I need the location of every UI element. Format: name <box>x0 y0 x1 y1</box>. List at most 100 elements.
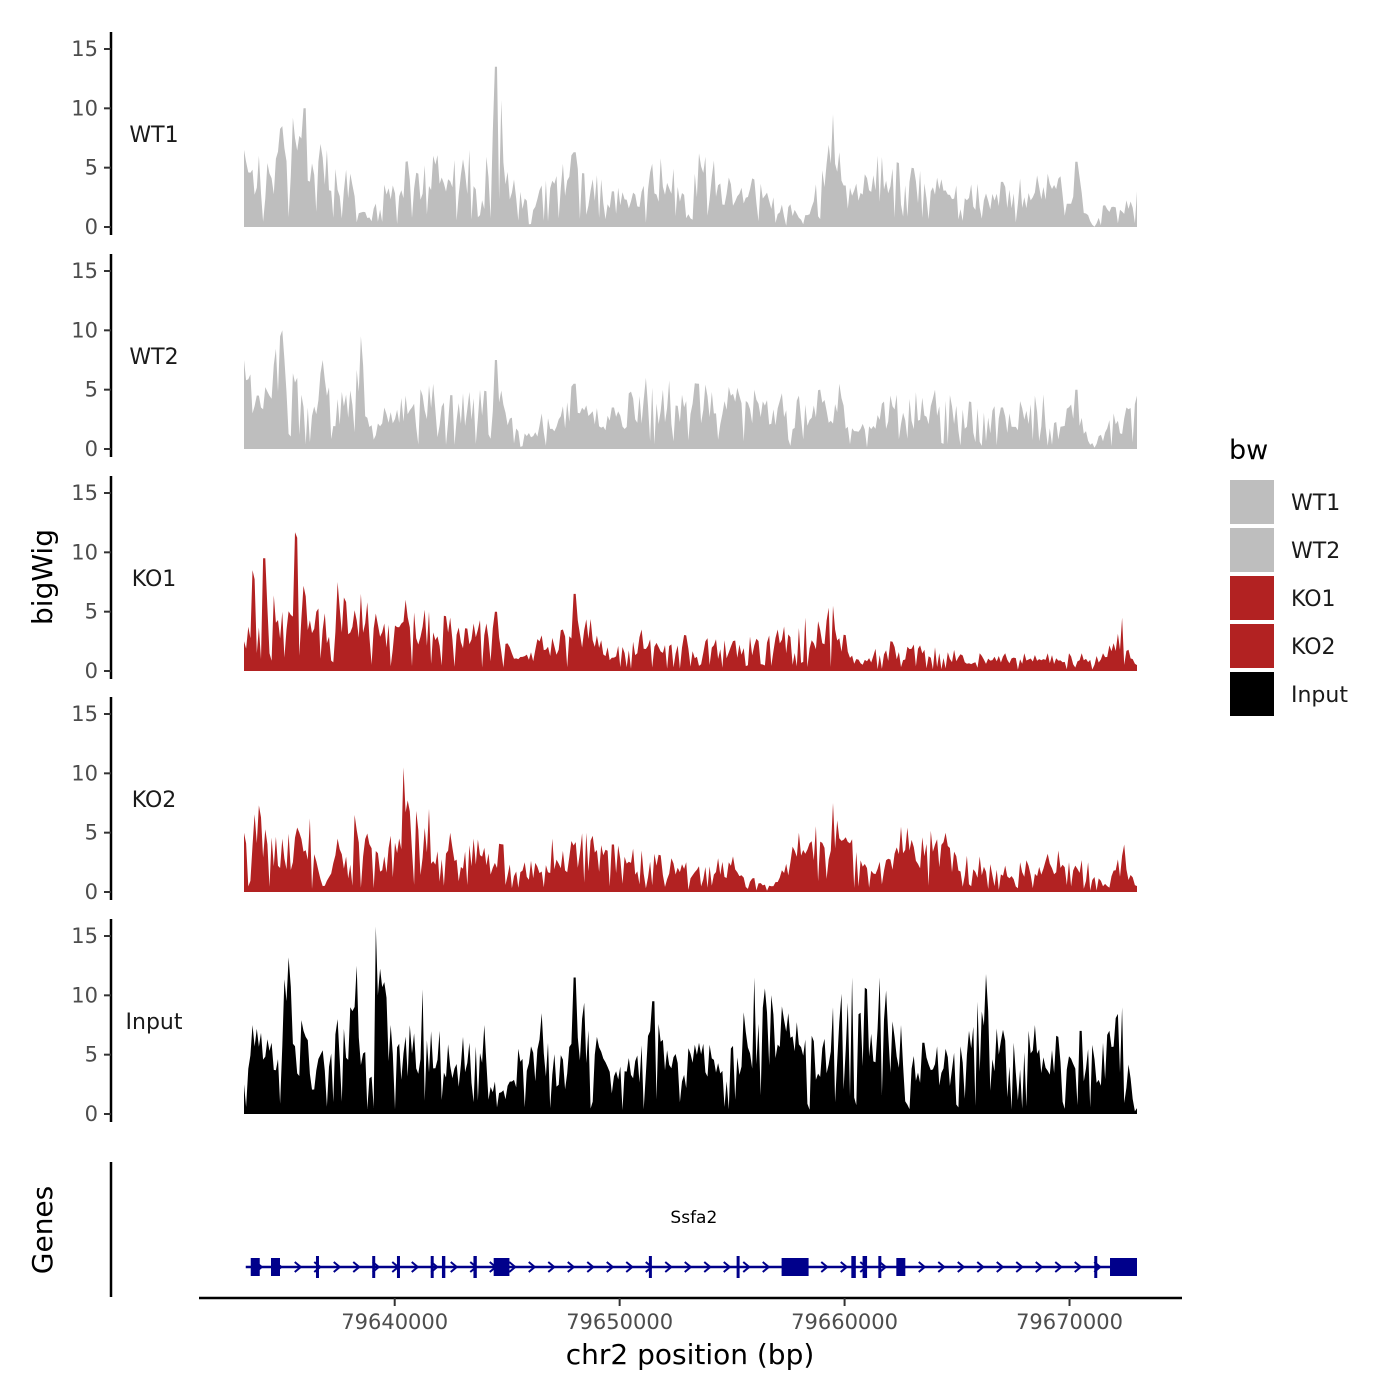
strand-arrow <box>976 1261 985 1273</box>
strand-arrow <box>937 1261 946 1273</box>
x-axis-ticks: 79640000 79650000 79660000 79670000 <box>341 1298 1123 1334</box>
legend-entry-ko2: KO2 <box>1228 622 1336 670</box>
track-label: KO1 <box>132 567 177 592</box>
x-axis-title: chr2 position (bp) <box>566 1338 815 1371</box>
strand-arrow <box>996 1261 1005 1273</box>
strand-arrow <box>586 1261 595 1273</box>
legend-entry-ko1: KO1 <box>1228 574 1336 622</box>
y-tick-label: 10 <box>71 318 98 342</box>
strand-arrow <box>508 1261 517 1273</box>
legend-entry-wt1: WT1 <box>1228 478 1340 526</box>
exon <box>781 1258 809 1276</box>
y-tick-label: 5 <box>85 600 98 624</box>
strand-arrow <box>840 1261 849 1273</box>
strand-arrow <box>411 1261 420 1273</box>
track-label: WT2 <box>129 345 178 370</box>
gene-track: Genes Ssfa2 <box>26 1162 1137 1297</box>
strand-arrow <box>664 1261 673 1273</box>
exon <box>878 1256 882 1278</box>
legend-swatch <box>1228 478 1276 526</box>
coverage-area-ko2 <box>244 767 1137 892</box>
y-tick-label: 10 <box>71 96 98 120</box>
legend-label: KO2 <box>1291 635 1336 660</box>
exon <box>493 1258 510 1276</box>
legend-entry-wt2: WT2 <box>1228 526 1340 574</box>
y-tick-label: 0 <box>85 1102 98 1126</box>
strand-arrow <box>742 1261 751 1273</box>
y-tick-label: 0 <box>85 659 98 683</box>
coverage-area-wt1 <box>244 66 1137 227</box>
y-tick-label: 5 <box>85 821 98 845</box>
strand-arrow <box>528 1261 537 1273</box>
y-tick-label: 0 <box>85 215 98 239</box>
legend-swatch <box>1228 670 1276 718</box>
legend-swatch <box>1228 574 1276 622</box>
track-wt2: 0 5 10 15 WT2 <box>71 254 1137 461</box>
legend-entries: WT1 WT2 KO1 KO2 Input <box>1228 478 1348 718</box>
coverage-tracks: 0 5 10 15 WT1 0 5 10 15 WT2 0 5 10 15 KO1 0 5 10 15 KO2 0 5 10… <box>71 32 1137 1126</box>
exon <box>648 1256 652 1278</box>
exon <box>430 1256 434 1278</box>
gene-label: Ssfa2 <box>670 1208 717 1228</box>
y-tick-label: 0 <box>85 437 98 461</box>
exon <box>1110 1258 1137 1276</box>
strand-arrow <box>450 1261 459 1273</box>
track-label: WT1 <box>129 123 178 148</box>
x-tick-label: 79650000 <box>566 1310 673 1334</box>
exon <box>270 1258 280 1276</box>
coverage-area-ko1 <box>244 532 1137 671</box>
strand-arrow <box>352 1261 361 1273</box>
exon <box>851 1256 856 1278</box>
exon <box>896 1258 906 1276</box>
legend-label: WT2 <box>1291 539 1340 564</box>
exon <box>736 1256 740 1278</box>
exon <box>862 1256 868 1278</box>
x-tick-label: 79660000 <box>791 1310 898 1334</box>
exon <box>473 1256 477 1278</box>
y-tick-label: 5 <box>85 156 98 180</box>
y-tick-label: 15 <box>71 702 98 726</box>
x-tick-label: 79640000 <box>341 1310 448 1334</box>
strand-arrow <box>1054 1261 1063 1273</box>
y-tick-label: 10 <box>71 540 98 564</box>
coverage-area-input <box>244 926 1137 1114</box>
x-tick-label: 79670000 <box>1016 1310 1123 1334</box>
strand-arrow <box>918 1261 927 1273</box>
gene-model: Ssfa2 <box>245 1208 1137 1278</box>
track-label: Input <box>126 1010 183 1035</box>
exon <box>1094 1256 1098 1278</box>
y-tick-label: 15 <box>71 259 98 283</box>
strand-arrow <box>879 1261 888 1273</box>
gene-track-title: Genes <box>26 1186 59 1274</box>
y-tick-label: 10 <box>71 983 98 1007</box>
legend-label: KO1 <box>1291 587 1336 612</box>
y-tick-label: 15 <box>71 924 98 948</box>
y-tick-label: 15 <box>71 481 98 505</box>
y-axis-title: bigWig <box>26 529 59 625</box>
strand-arrow <box>294 1261 303 1273</box>
exon <box>396 1256 400 1278</box>
y-tick-label: 5 <box>85 1043 98 1067</box>
legend-title: bw <box>1229 435 1268 466</box>
exon <box>372 1256 376 1278</box>
legend-label: Input <box>1291 683 1348 708</box>
track-ko2: 0 5 10 15 KO2 <box>71 697 1137 904</box>
strand-arrow <box>625 1261 634 1273</box>
track-wt1: 0 5 10 15 WT1 <box>71 32 1137 239</box>
strand-arrow <box>1035 1261 1044 1273</box>
strand-arrow <box>547 1261 556 1273</box>
track-input: 0 5 10 15 Input <box>71 919 1137 1126</box>
exon <box>250 1258 260 1276</box>
legend-label: WT1 <box>1291 491 1340 516</box>
strand-arrow <box>762 1261 771 1273</box>
exon <box>441 1256 446 1278</box>
strand-arrow <box>820 1261 829 1273</box>
y-tick-label: 5 <box>85 378 98 402</box>
coverage-area-wt2 <box>244 330 1137 449</box>
y-tick-label: 15 <box>71 37 98 61</box>
strand-arrow <box>703 1261 712 1273</box>
strand-arrow <box>684 1261 693 1273</box>
strand-arrow <box>1015 1261 1024 1273</box>
strand-arrow <box>957 1261 966 1273</box>
